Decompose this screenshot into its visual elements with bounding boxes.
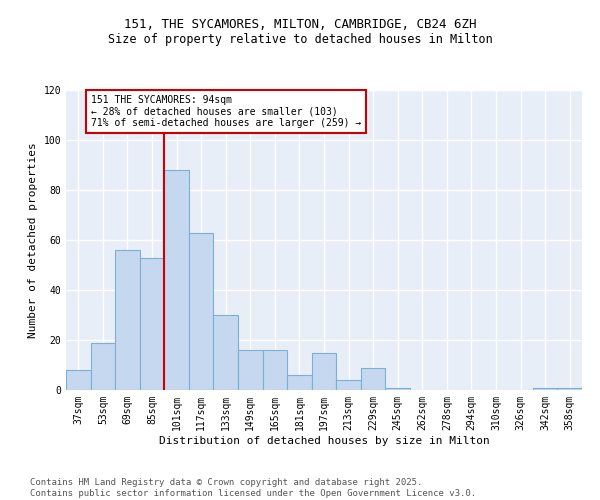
Bar [115,250,140,390]
Bar [385,388,410,390]
Bar [238,350,263,390]
Y-axis label: Number of detached properties: Number of detached properties [28,142,38,338]
Bar [164,170,189,390]
Bar [557,388,582,390]
Text: Size of property relative to detached houses in Milton: Size of property relative to detached ho… [107,32,493,46]
Text: 151 THE SYCAMORES: 94sqm
← 28% of detached houses are smaller (103)
71% of semi-: 151 THE SYCAMORES: 94sqm ← 28% of detach… [91,95,361,128]
Bar [336,380,361,390]
Bar [91,342,115,390]
Bar [533,388,557,390]
Bar [312,352,336,390]
Bar [140,258,164,390]
Text: Contains HM Land Registry data © Crown copyright and database right 2025.
Contai: Contains HM Land Registry data © Crown c… [30,478,476,498]
Bar [263,350,287,390]
X-axis label: Distribution of detached houses by size in Milton: Distribution of detached houses by size … [158,436,490,446]
Bar [361,368,385,390]
Bar [287,375,312,390]
Bar [214,315,238,390]
Bar [189,232,214,390]
Bar [66,370,91,390]
Text: 151, THE SYCAMORES, MILTON, CAMBRIDGE, CB24 6ZH: 151, THE SYCAMORES, MILTON, CAMBRIDGE, C… [124,18,476,30]
